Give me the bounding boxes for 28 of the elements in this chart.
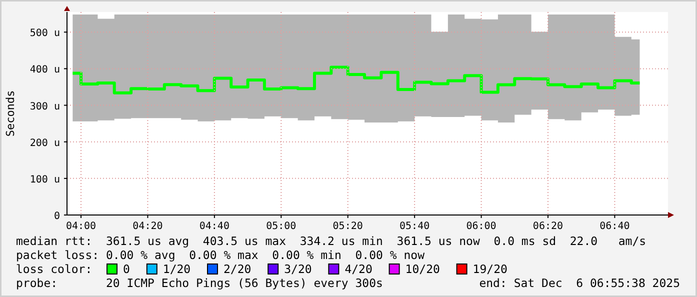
x-tick-label: 05:20 (332, 221, 363, 232)
legend-label: 19/20 (472, 262, 508, 276)
y-tick-label: 400 u (30, 64, 60, 76)
legend-label: 3/20 (284, 262, 312, 276)
legend-label: 1/20 (162, 262, 191, 276)
legend-label: 0 (123, 262, 130, 276)
text: median rtt: 361.5 us avg 403.5 us max 334.2 us min 361.5 us now 0.0 ms sd 22.0 am/s (16, 234, 646, 248)
legend-label: 4/20 (344, 262, 372, 276)
y-axis-title: Seconds (4, 90, 17, 137)
x-tick-label: 05:00 (266, 221, 296, 232)
x-tick-label: 04:00 (66, 221, 96, 232)
text: probe: 20 ICMP Echo Pings (56 Bytes) every 300s (16, 276, 383, 290)
legend-title: loss color: (16, 262, 92, 276)
x-tick-label: 06:40 (600, 221, 630, 232)
legend-label: 10/20 (405, 262, 440, 276)
y-tick-label: 200 u (30, 138, 60, 149)
x-tick-label: 04:40 (199, 221, 230, 232)
x-tick-label: 04:20 (132, 221, 163, 232)
y-tick-label: 0 (54, 211, 60, 222)
x-tick-label: 06:20 (532, 221, 564, 232)
y-tick-label: 500 u (30, 28, 60, 40)
text: packet loss: 0.00 % avg 0.00 % max 0.00 % min 0.00 % now (16, 248, 425, 262)
x-tick-label: 05:40 (400, 221, 430, 232)
y-tick-label: 100 u (30, 174, 60, 186)
y-tick-label: 300 u (30, 101, 60, 112)
legend-label: 2/20 (224, 262, 252, 276)
x-tick-label: 06:00 (466, 221, 496, 232)
text: end: Sat Dec 6 06:55:38 2025 (479, 276, 680, 290)
